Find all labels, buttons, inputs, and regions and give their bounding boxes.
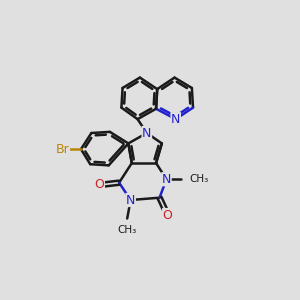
Text: N: N — [171, 113, 180, 126]
Text: N: N — [162, 173, 171, 186]
Text: CH₃: CH₃ — [190, 174, 209, 184]
Text: O: O — [94, 178, 104, 191]
Text: Br: Br — [56, 143, 69, 156]
Text: CH₃: CH₃ — [118, 225, 137, 236]
Text: N: N — [126, 194, 135, 206]
Text: O: O — [163, 208, 172, 221]
Text: N: N — [142, 127, 152, 140]
